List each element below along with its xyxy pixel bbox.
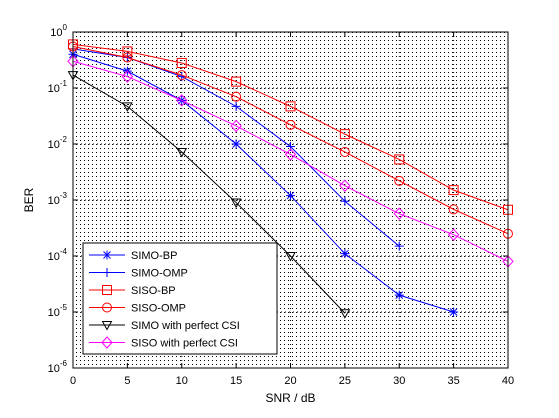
legend-label: SISO with perfect CSI — [131, 338, 238, 350]
data-point — [339, 309, 351, 319]
data-point — [230, 119, 242, 133]
data-point — [339, 129, 350, 140]
x-tick-label: 30 — [393, 375, 405, 387]
y-tick-label: 10-4 — [48, 247, 68, 263]
series-layer — [67, 39, 514, 319]
data-point — [394, 154, 405, 165]
tick-layer: 0 5 10 15 20 25 30 35 40 10-6 10-5 10-4 10-3 10-2 10-1… — [48, 23, 515, 387]
y-tick-label: 10-5 — [48, 303, 68, 319]
x-tick-label: 10 — [176, 375, 188, 387]
data-point — [286, 191, 295, 201]
data-point — [448, 185, 459, 196]
legend-marker — [102, 268, 112, 277]
data-point — [122, 102, 133, 112]
x-axis-label: SNR / dB — [265, 391, 315, 405]
data-point — [393, 207, 405, 220]
legend-marker — [102, 285, 112, 295]
series-5 — [67, 71, 351, 319]
data-point — [176, 147, 188, 158]
series-line — [72, 53, 454, 313]
legend-label: SISO-OMP — [131, 303, 186, 315]
legend-marker — [101, 336, 113, 349]
data-point — [447, 228, 460, 241]
series-line — [72, 60, 509, 262]
data-point — [394, 175, 405, 186]
data-point — [176, 57, 187, 68]
data-point — [340, 249, 350, 259]
data-point — [176, 70, 187, 81]
legend-item: SISO with perfect CSI — [89, 336, 238, 350]
data-point — [231, 91, 242, 102]
x-tick-label: 5 — [124, 375, 130, 387]
data-point — [231, 101, 241, 111]
y-tick-label: 10-1 — [48, 79, 68, 95]
y-tick-label: 100 — [50, 23, 67, 39]
data-point — [231, 76, 242, 87]
data-point — [339, 146, 350, 157]
x-tick-label: 0 — [70, 375, 76, 387]
data-point — [340, 196, 350, 206]
legend-box — [82, 242, 278, 355]
series-line — [72, 74, 346, 314]
data-point — [449, 307, 459, 317]
x-tick-label: 15 — [230, 375, 242, 387]
legend: SIMO-BP SIMO-OMP SISO-BP SISO-OMP SIMO with … — [82, 242, 278, 355]
x-tick-label: 35 — [448, 375, 460, 387]
data-point — [284, 148, 297, 161]
x-tick-label: 40 — [502, 375, 514, 387]
data-point — [394, 241, 404, 251]
y-axis-label: BER — [22, 187, 36, 212]
data-point — [122, 46, 133, 57]
legend-item: SISO-BP — [89, 285, 176, 297]
data-point — [285, 252, 296, 262]
legend-marker — [102, 250, 112, 260]
legend-item: SIMO-OMP — [89, 268, 188, 280]
data-point — [121, 70, 134, 83]
data-point — [285, 119, 296, 130]
y-tick-label: 10-2 — [48, 135, 68, 151]
series-6 — [67, 55, 514, 268]
data-point — [285, 101, 296, 112]
y-tick-label: 10-6 — [48, 359, 68, 375]
series-line — [72, 46, 509, 235]
legend-marker — [101, 321, 113, 331]
series-line — [72, 43, 509, 211]
legend-label: SIMO with perfect CSI — [131, 320, 240, 332]
x-tick-label: 20 — [284, 375, 296, 387]
legend-label: SISO-BP — [131, 285, 176, 297]
data-point — [230, 198, 242, 209]
legend-marker — [102, 302, 112, 313]
data-point — [339, 179, 351, 192]
legend-item: SIMO with perfect CSI — [89, 320, 240, 332]
data-point — [448, 204, 459, 215]
data-point — [122, 52, 133, 63]
legend-item: SIMO-BP — [89, 250, 177, 262]
legend-label: SIMO-OMP — [131, 268, 188, 280]
data-point — [231, 139, 241, 149]
data-point — [176, 94, 188, 107]
data-point — [394, 290, 404, 300]
legend-item: SISO-OMP — [89, 302, 186, 315]
x-tick-label: 25 — [339, 375, 351, 387]
legend-label: SIMO-BP — [131, 250, 177, 262]
y-tick-label: 10-3 — [48, 191, 68, 207]
